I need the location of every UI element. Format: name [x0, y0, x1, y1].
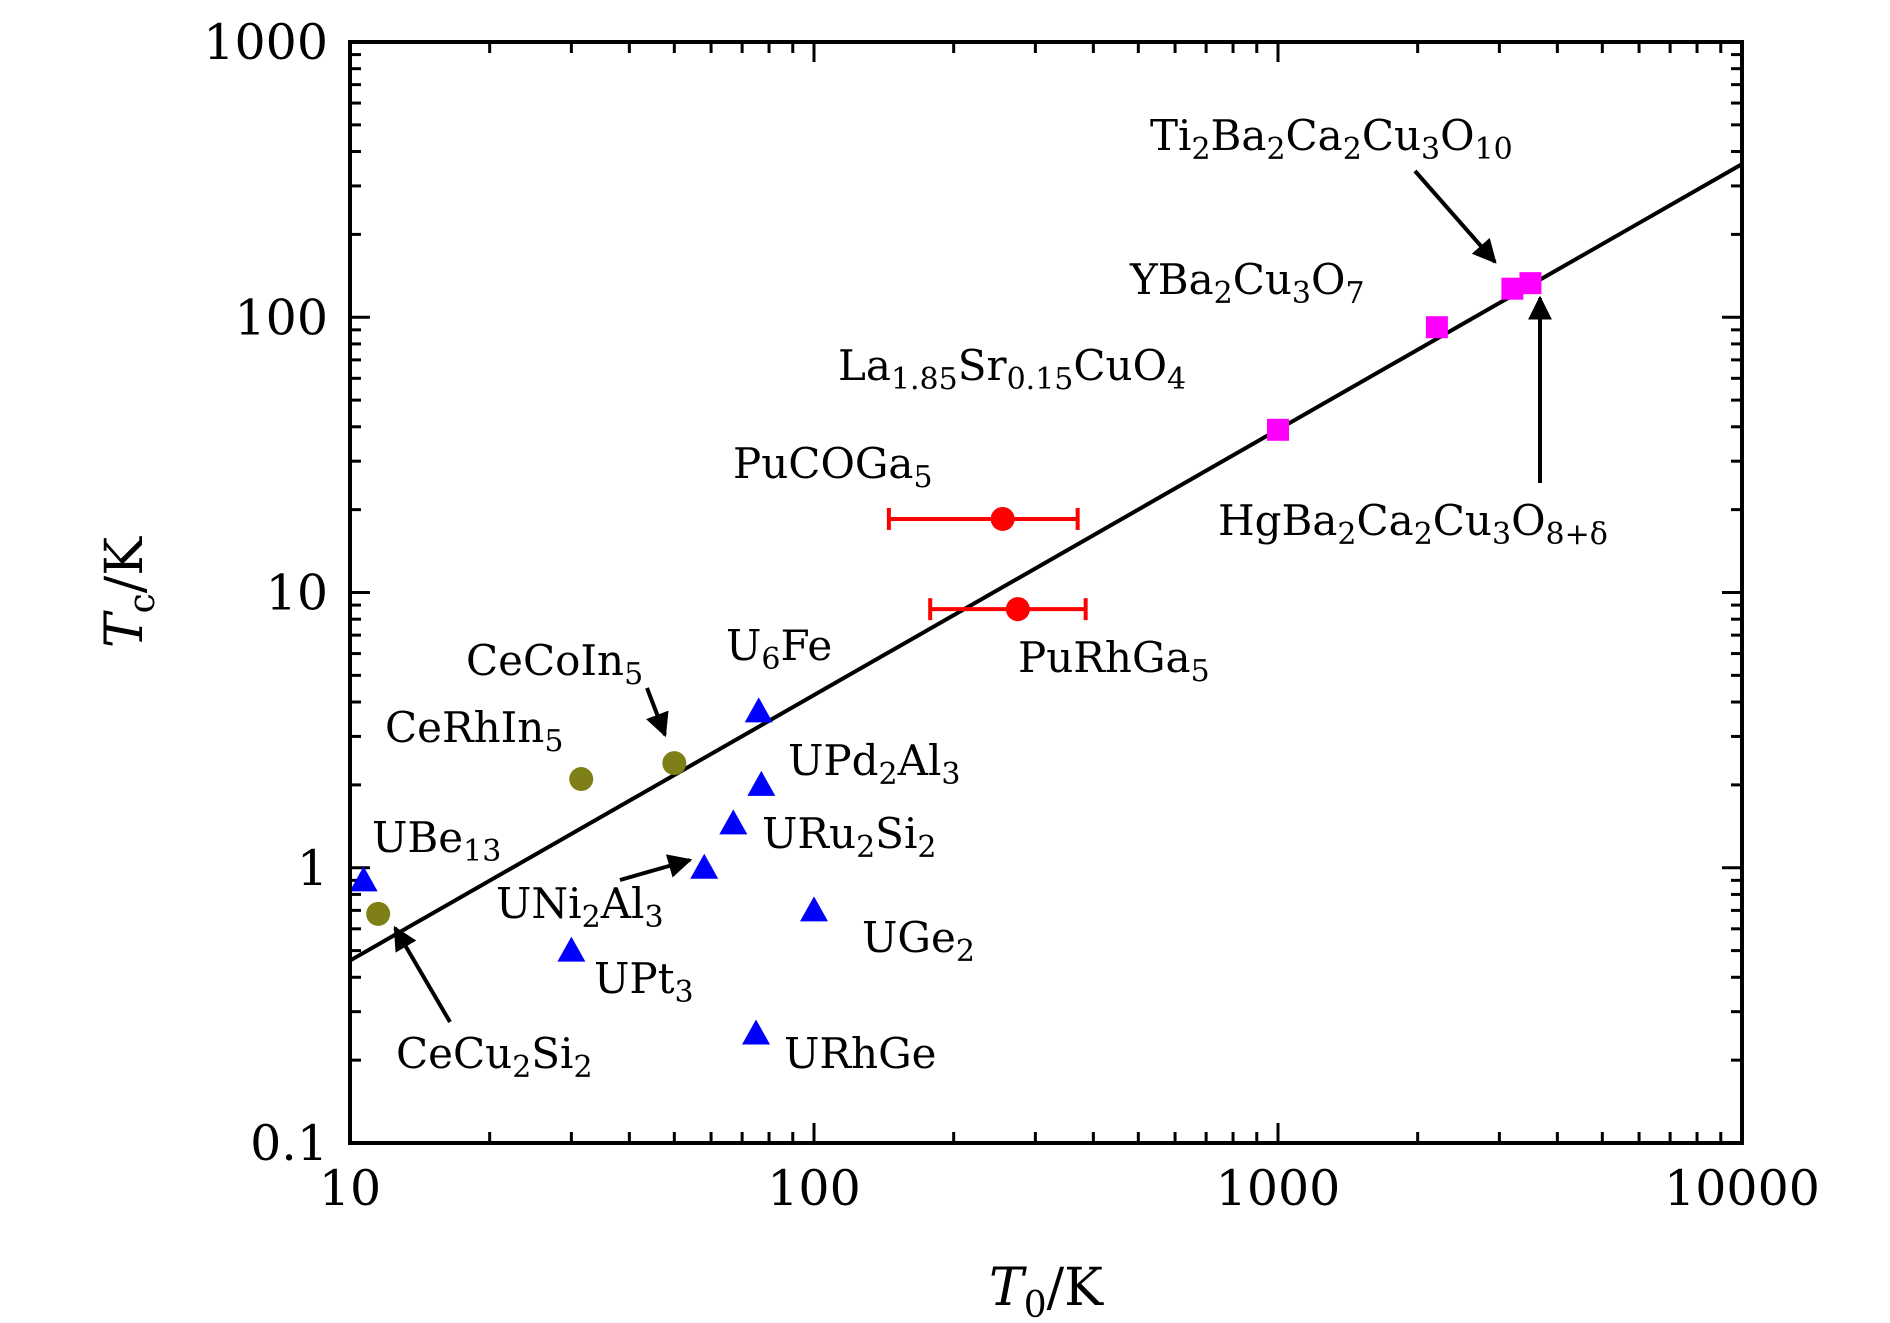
point-upd2al3	[747, 770, 776, 796]
y-tick-label: 1000	[203, 14, 328, 71]
point-cerhin5	[569, 767, 594, 792]
axis-tick-labels: 10 100 1000 10000 0.1 1 10 100 1000	[203, 14, 1820, 1217]
label-hg: HgBa2Ca2Cu3O8+δ	[1218, 496, 1608, 552]
data-points	[349, 272, 1542, 1045]
y-axis-title: Tc/K	[95, 536, 163, 648]
point-hgba2ca2cu3o8-	[1519, 272, 1542, 295]
y-tick-label: 1	[297, 840, 328, 897]
arrow-cecoin	[645, 687, 669, 738]
label-urh: URhGe	[784, 1029, 936, 1078]
point-cecoin5	[662, 751, 687, 776]
label-uru: URu2Si2	[762, 809, 936, 865]
point-ube13	[349, 866, 378, 892]
point-uge2	[800, 896, 828, 922]
x-tick-label: 1000	[1216, 1160, 1341, 1217]
label-cerhin: CeRhIn5	[385, 703, 563, 759]
label-upd: UPd2Al3	[788, 736, 961, 792]
point-uni2al3	[690, 853, 719, 879]
x-tick-label: 10000	[1664, 1160, 1820, 1217]
label-puco: PuCOGa5	[733, 439, 933, 495]
point-upt3	[557, 936, 586, 962]
label-ube: UBe13	[372, 813, 501, 869]
point-purhga5	[1005, 597, 1030, 622]
arrow-cecu	[393, 925, 452, 1024]
point-ti2ba2ca2cu3o10	[1501, 277, 1524, 300]
label-u6fe: U6Fe	[726, 621, 832, 677]
plot-frame	[348, 40, 1744, 1145]
point-yba2cu3o7	[1425, 316, 1448, 339]
point-pucoga5	[990, 506, 1015, 531]
point-annotations: Ti2Ba2Ca2Cu3O10 YBa2Cu3O7 La1.85Sr0.15CuO4…	[372, 111, 1608, 1085]
label-purh: PuRhGa5	[1018, 633, 1210, 689]
label-la: La1.85Sr0.15CuO4	[838, 341, 1186, 397]
error-bars	[886, 507, 1088, 621]
arrow-uni	[619, 854, 693, 882]
label-cecu: CeCu2Si2	[396, 1029, 593, 1085]
label-upt: UPt3	[594, 954, 694, 1010]
y-tick-label: 10	[266, 565, 328, 622]
point-cecu2si2	[366, 901, 391, 926]
label-ti: Ti2Ba2Ca2Cu3O10	[1150, 111, 1513, 167]
arrow-ti	[1413, 169, 1497, 264]
annotation-arrows	[393, 169, 1552, 1024]
label-yba: YBa2Cu3O7	[1129, 255, 1365, 311]
x-tick-label: 10	[319, 1160, 381, 1217]
point-uru2si2	[719, 809, 748, 835]
point-la1-85sr0-15cuo4	[1267, 418, 1289, 441]
axis-ticks	[348, 42, 1742, 1145]
x-axis-title: T0/K	[989, 1258, 1104, 1323]
x-tick-label: 100	[767, 1160, 861, 1217]
y-tick-label: 100	[234, 289, 328, 346]
point-urhge	[742, 1019, 771, 1045]
y-tick-label: 0.1	[250, 1115, 328, 1172]
label-cecoin: CeCoIn5	[466, 636, 643, 692]
label-uge: UGe2	[862, 913, 975, 969]
point-u6fe	[744, 697, 773, 723]
label-uni: UNi2Al3	[496, 879, 664, 935]
